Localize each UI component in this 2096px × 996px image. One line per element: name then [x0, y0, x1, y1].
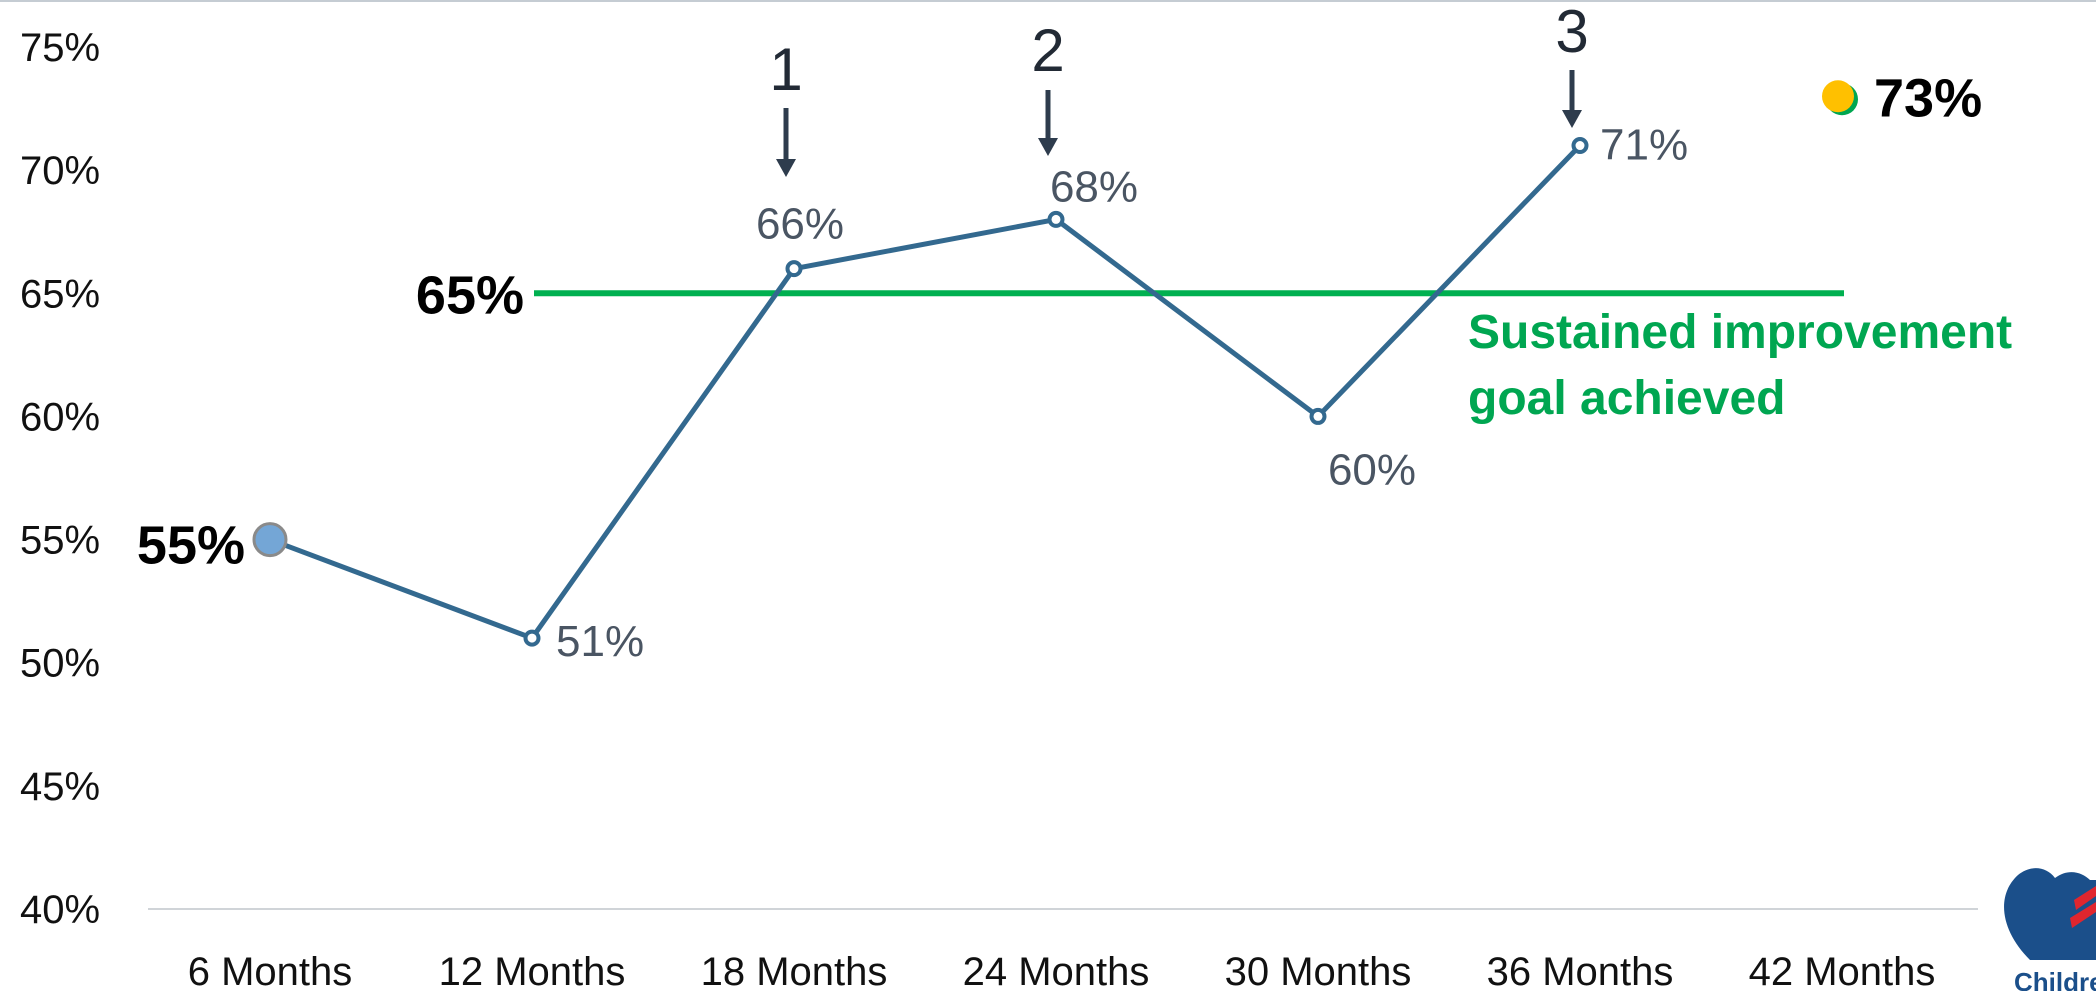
logo-stripes-icon	[2070, 886, 2096, 928]
data-point	[785, 260, 803, 278]
x-tick-label: 24 Months	[963, 950, 1150, 991]
y-tick-label: 75%	[20, 26, 100, 70]
annotation-number: 1	[769, 36, 802, 103]
annotation-number: 2	[1031, 17, 1064, 84]
x-tick-label: 30 Months	[1225, 950, 1412, 991]
target-point-label: 73%	[1874, 68, 1982, 128]
data-label: 55%	[137, 516, 245, 576]
annotation-arrow-head	[1038, 138, 1058, 156]
y-axis: 40% 45% 50% 55% 60% 65% 70% 75%	[20, 26, 100, 932]
y-tick-label: 55%	[20, 519, 100, 563]
logo-figure-icon	[2004, 868, 2096, 960]
target-point	[1822, 80, 1854, 113]
data-label: 68%	[1050, 162, 1138, 211]
annotation-arrow-head	[1562, 110, 1582, 128]
x-tick-label: 12 Months	[439, 950, 626, 991]
data-label: 71%	[1600, 121, 1688, 170]
annotation-group: 1 2 3	[769, 0, 1589, 177]
y-tick-label: 60%	[20, 395, 100, 439]
logo: Childre	[2004, 868, 2096, 996]
series-line	[269, 143, 1582, 641]
x-axis: 6 Months 12 Months 18 Months 24 Months 30 Mo…	[148, 908, 1978, 994]
x-tick-label: 42 Months	[1749, 950, 1936, 991]
target-group: 73%	[1822, 68, 1982, 128]
data-label: 60%	[1328, 445, 1416, 494]
series-group: 55% 51% 66% 68% 60% 71%	[137, 121, 1688, 667]
goal-line-label: 65%	[416, 265, 524, 325]
data-point	[252, 522, 288, 558]
goal-text-line-2: goal achieved	[1468, 372, 1785, 425]
y-tick-label: 45%	[20, 765, 100, 809]
goal-group: 65% Sustained improvement goal achieved	[416, 265, 2012, 425]
y-tick-label: 50%	[20, 642, 100, 686]
annotation-number: 3	[1555, 0, 1588, 65]
annotation-arrow-head	[776, 159, 796, 177]
data-point	[1309, 407, 1327, 425]
data-label: 51%	[556, 617, 644, 666]
x-tick-label: 6 Months	[188, 950, 353, 991]
top-border	[0, 0, 2096, 2]
logo-text: Childre	[2014, 967, 2096, 991]
data-label: 66%	[756, 200, 844, 249]
y-tick-label: 40%	[20, 888, 100, 932]
data-point	[1047, 210, 1065, 228]
data-point	[1571, 137, 1589, 155]
x-tick-label: 36 Months	[1487, 950, 1674, 991]
data-point	[523, 629, 541, 647]
x-tick-label: 18 Months	[701, 950, 888, 991]
goal-text-line-1: Sustained improvement	[1468, 306, 2012, 359]
y-tick-label: 70%	[20, 149, 100, 193]
y-tick-label: 65%	[20, 272, 100, 316]
